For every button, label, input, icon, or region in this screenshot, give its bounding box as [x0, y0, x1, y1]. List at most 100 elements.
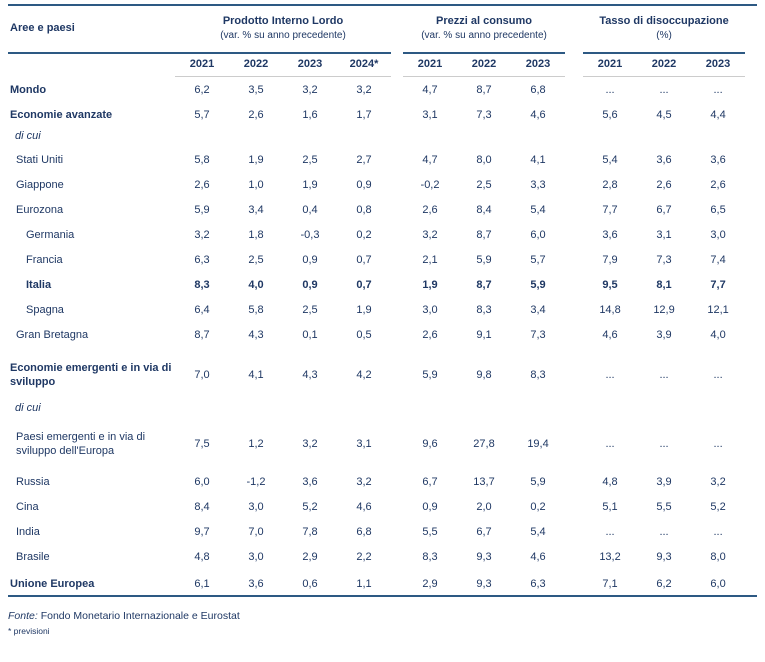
group-header-row: Aree e paesi Prodotto Interno Lordo (var…	[8, 6, 746, 54]
row-label: Cina	[16, 500, 39, 513]
value-cell-prezzi: 3,1	[422, 109, 438, 122]
footnote: * previsioni	[8, 626, 50, 636]
years-row-spacer	[8, 53, 175, 76]
value-cell-prezzi: 5,9	[476, 253, 492, 266]
value-cell-pil: 6,4	[194, 303, 210, 316]
year-header: 2021	[583, 53, 638, 77]
value-cell-tasso: 5,2	[710, 500, 726, 513]
value-cell-tasso: 8,0	[710, 550, 726, 563]
table-row: India 9,7 7,0 7,8 6,8 5,5 6,7 5,4.........	[8, 520, 745, 545]
value-cell-prezzi: -0,2	[420, 178, 440, 191]
value-cell-pil: 3,1	[356, 438, 372, 451]
value-cell-pil: 8,3	[194, 278, 210, 291]
value-cell-prezzi: 9,6	[422, 438, 438, 451]
value-cell-tasso: 3,9	[656, 475, 672, 488]
value-cell-tasso: 8,1	[656, 278, 672, 291]
value-cell-pil: 3,2	[356, 84, 372, 97]
value-cell-tasso: 12,1	[707, 303, 729, 316]
year-header: 2022	[229, 53, 283, 77]
value-cell-pil: 1,8	[248, 228, 264, 241]
value-cell-tasso: 2,6	[656, 178, 672, 191]
value-cell-pil: 1,1	[356, 578, 372, 591]
value-cell-tasso: 7,3	[656, 253, 672, 266]
source-label: Fonte:	[8, 610, 38, 622]
value-cell-pil: 1,9	[248, 153, 264, 166]
value-cell-pil: 1,6	[302, 109, 318, 122]
value-cell-pil: 7,0	[248, 525, 264, 538]
value-cell-prezzi: 4,1	[530, 153, 546, 166]
value-cell-tasso: 7,7	[710, 278, 726, 291]
value-cell-prezzi: 8,4	[476, 203, 492, 216]
column-gap	[565, 76, 583, 101]
column-gap	[565, 495, 583, 520]
value-cell-pil: 7,8	[302, 525, 318, 538]
value-cell-tasso: 13,2	[599, 550, 621, 563]
value-cell-tasso: ...	[713, 438, 723, 451]
year-header: 2023	[283, 53, 337, 77]
value-cell-pil: 2,6	[248, 109, 264, 122]
column-gap	[391, 6, 403, 53]
value-cell-prezzi: 0,2	[530, 500, 546, 513]
value-cell-tasso: 6,0	[710, 578, 726, 591]
value-cell-tasso: 3,6	[656, 153, 672, 166]
table-row: Eurozona 5,9 3,4 0,4 0,8 2,6 8,4 5,4 7,7 6,7 6,5	[8, 198, 745, 223]
value-cell-pil: 3,4	[248, 203, 264, 216]
value-cell-tasso: ...	[713, 84, 723, 97]
value-cell-prezzi: 5,4	[530, 525, 546, 538]
row-label: Giappone	[16, 178, 64, 191]
column-gap	[391, 348, 403, 398]
year-header: 2022	[637, 53, 692, 77]
value-cell-prezzi: 3,0	[422, 303, 438, 316]
value-cell-tasso: 2,6	[710, 178, 726, 191]
row-label: Brasile	[16, 550, 50, 563]
column-gap	[565, 348, 583, 398]
row-label: Mondo	[10, 84, 47, 97]
value-cell-pil: 1,9	[356, 303, 372, 316]
value-cell-prezzi: 6,3	[530, 578, 546, 591]
value-cell-prezzi: 3,3	[530, 178, 546, 191]
value-cell-pil: 1,7	[356, 109, 372, 122]
value-cell-tasso: 3,2	[710, 475, 726, 488]
value-cell-prezzi: 5,9	[422, 368, 438, 381]
row-label: di cui	[15, 402, 41, 415]
value-cell-tasso: ...	[605, 368, 615, 381]
value-cell-prezzi: 3,2	[422, 228, 438, 241]
column-gap	[391, 76, 403, 101]
value-cell-prezzi: 1,9	[422, 278, 438, 291]
column-gap	[391, 148, 403, 173]
value-cell-prezzi: 5,4	[530, 203, 546, 216]
value-cell-prezzi: 6,7	[476, 525, 492, 538]
value-cell-pil: 4,3	[302, 368, 318, 381]
table-row: Cina 8,4 3,0 5,2 4,6 0,9 2,0 0,2 5,1 5,5 5,2	[8, 495, 745, 520]
value-cell-prezzi: 5,9	[530, 475, 546, 488]
value-cell-pil: 3,5	[248, 84, 264, 97]
value-cell-tasso: 7,7	[602, 203, 618, 216]
value-cell-tasso: 4,5	[656, 109, 672, 122]
year-header: 2022	[457, 53, 512, 77]
value-cell-tasso: 4,6	[602, 328, 618, 341]
value-cell-pil: 7,0	[194, 368, 210, 381]
value-cell-pil: 0,7	[356, 278, 372, 291]
value-cell-prezzi: 6,8	[530, 84, 546, 97]
value-cell-prezzi: 9,3	[476, 550, 492, 563]
value-cell-tasso: 6,5	[710, 203, 726, 216]
year-header: 2021	[175, 53, 229, 77]
table-row: Economie avanzate 5,7 2,6 1,6 1,7 3,1 7,3 4,6 5,…	[8, 101, 745, 126]
column-gap	[391, 420, 403, 470]
value-cell-pil: 8,7	[194, 328, 210, 341]
value-cell-pil: 1,0	[248, 178, 264, 191]
value-cell-tasso: 3,9	[656, 328, 672, 341]
table-row: Brasile 4,8 3,0 2,9 2,2 8,3 9,3 4,6 13,2 9,3 8,0	[8, 545, 745, 570]
value-cell-tasso: ...	[713, 368, 723, 381]
value-cell-pil: 4,3	[248, 328, 264, 341]
column-gap	[391, 570, 403, 595]
value-cell-pil: 6,2	[194, 84, 210, 97]
row-label: Economie emergenti e in via di sviluppo	[10, 361, 172, 388]
year-header: 2024*	[337, 53, 392, 77]
value-cell-pil: 4,2	[356, 368, 372, 381]
row-label: India	[16, 525, 40, 538]
table-row: Economie emergenti e in via di sviluppo 7…	[8, 348, 745, 398]
value-cell-tasso: ...	[659, 84, 669, 97]
value-cell-pil: 0,7	[356, 253, 372, 266]
value-cell-pil: -0,3	[300, 228, 320, 241]
